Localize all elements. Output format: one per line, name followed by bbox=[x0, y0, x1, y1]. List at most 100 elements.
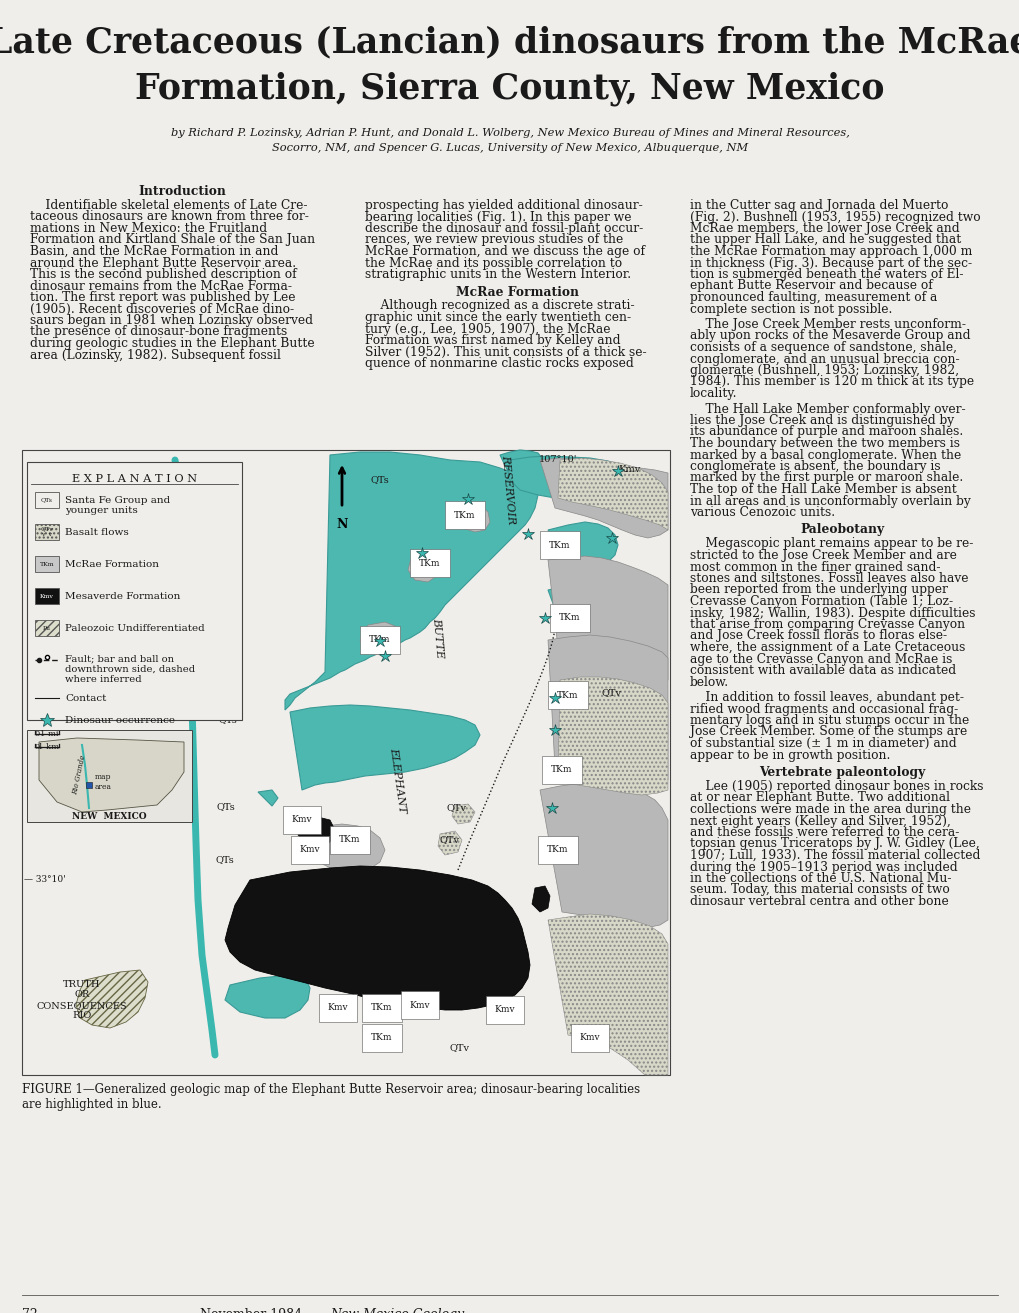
Text: The Jose Creek Member rests unconform-: The Jose Creek Member rests unconform- bbox=[689, 318, 965, 331]
Text: locality.: locality. bbox=[689, 387, 737, 400]
Text: Pu: Pu bbox=[43, 625, 51, 630]
Text: Silver (1952). This unit consists of a thick se-: Silver (1952). This unit consists of a t… bbox=[365, 345, 646, 358]
Text: mations in New Mexico: the Fruitland: mations in New Mexico: the Fruitland bbox=[30, 222, 267, 235]
Polygon shape bbox=[298, 817, 334, 848]
Text: QTv: QTv bbox=[601, 688, 622, 697]
Text: in all areas and is unconformably overlain by: in all areas and is unconformably overla… bbox=[689, 495, 970, 508]
Polygon shape bbox=[451, 804, 475, 825]
Polygon shape bbox=[557, 458, 667, 530]
Text: conglomerate, and an unusual breccia con-: conglomerate, and an unusual breccia con… bbox=[689, 352, 959, 365]
Text: ably upon rocks of the Mesaverde Group and: ably upon rocks of the Mesaverde Group a… bbox=[689, 330, 969, 343]
Text: describe the dinosaur and fossil-plant occur-: describe the dinosaur and fossil-plant o… bbox=[365, 222, 643, 235]
Text: QTv: QTv bbox=[446, 804, 467, 813]
Text: the upper Hall Lake, and he suggested that: the upper Hall Lake, and he suggested th… bbox=[689, 234, 960, 247]
Polygon shape bbox=[499, 450, 544, 490]
Text: dinosaur remains from the McRae Forma-: dinosaur remains from the McRae Forma- bbox=[30, 280, 291, 293]
Text: ephant Butte Reservoir and because of: ephant Butte Reservoir and because of bbox=[689, 280, 931, 293]
Text: This is the second published description of: This is the second published description… bbox=[30, 268, 297, 281]
Text: Introduction: Introduction bbox=[139, 185, 226, 198]
Polygon shape bbox=[557, 678, 667, 794]
Text: Fault; bar and ball on
downthrown side, dashed
where inferred: Fault; bar and ball on downthrown side, … bbox=[65, 654, 195, 684]
Text: in the Cutter sag and Jornada del Muerto: in the Cutter sag and Jornada del Muerto bbox=[689, 200, 948, 211]
Text: Late Cretaceous (Lancian) dinosaurs from the McRae: Late Cretaceous (Lancian) dinosaurs from… bbox=[0, 25, 1019, 59]
Text: tion is submerged beneath the waters of El-: tion is submerged beneath the waters of … bbox=[689, 268, 963, 281]
Text: the McRae and its possible correlation to: the McRae and its possible correlation t… bbox=[365, 256, 622, 269]
Text: November 1984: November 1984 bbox=[200, 1308, 302, 1313]
Text: Kmv: Kmv bbox=[291, 815, 312, 825]
Polygon shape bbox=[437, 831, 462, 855]
Text: Kmv: Kmv bbox=[327, 1003, 347, 1012]
Polygon shape bbox=[547, 914, 667, 1075]
Text: Paleozoic Undifferentiated: Paleozoic Undifferentiated bbox=[65, 624, 205, 633]
Text: — 33°10': — 33°10' bbox=[24, 876, 65, 885]
Text: seum. Today, this material consists of two: seum. Today, this material consists of t… bbox=[689, 884, 949, 897]
Text: QTv: QTv bbox=[449, 1044, 470, 1053]
Text: Kmv: Kmv bbox=[579, 1033, 600, 1043]
Text: Kmv: Kmv bbox=[494, 1006, 515, 1015]
Text: TKm: TKm bbox=[419, 558, 440, 567]
Polygon shape bbox=[408, 551, 441, 582]
Text: The top of the Hall Lake Member is absent: The top of the Hall Lake Member is absen… bbox=[689, 483, 956, 496]
Text: 1 km: 1 km bbox=[38, 743, 59, 751]
Polygon shape bbox=[39, 738, 183, 811]
Text: 1 mi: 1 mi bbox=[41, 730, 59, 738]
Bar bbox=[22, 450, 669, 1075]
Text: McRae Formation: McRae Formation bbox=[65, 561, 159, 569]
Text: mentary logs and in situ stumps occur in the: mentary logs and in situ stumps occur in… bbox=[689, 714, 968, 727]
Text: at or near Elephant Butte. Two additional: at or near Elephant Butte. Two additiona… bbox=[689, 792, 949, 805]
Text: taceous dinosaurs are known from three for-: taceous dinosaurs are known from three f… bbox=[30, 210, 309, 223]
Text: Dinosaur occurrence: Dinosaur occurrence bbox=[65, 716, 175, 725]
Text: graphic unit since the early twentieth cen-: graphic unit since the early twentieth c… bbox=[365, 311, 631, 324]
FancyBboxPatch shape bbox=[26, 462, 242, 720]
Text: 1907; Lull, 1933). The fossil material collected: 1907; Lull, 1933). The fossil material c… bbox=[689, 850, 979, 863]
Text: TKm: TKm bbox=[339, 835, 361, 844]
Text: tury (e.g., Lee, 1905, 1907), the McRae: tury (e.g., Lee, 1905, 1907), the McRae bbox=[365, 323, 610, 336]
Text: during geologic studies in the Elephant Butte: during geologic studies in the Elephant … bbox=[30, 337, 314, 351]
Text: pronounced faulting, measurement of a: pronounced faulting, measurement of a bbox=[689, 291, 936, 305]
Text: age to the Crevasse Canyon and McRae is: age to the Crevasse Canyon and McRae is bbox=[689, 653, 952, 666]
Text: where, the assignment of a Late Cretaceous: where, the assignment of a Late Cretaceo… bbox=[689, 641, 964, 654]
Text: 107°10': 107°10' bbox=[538, 456, 577, 463]
Bar bbox=[35, 620, 59, 635]
Text: in thickness (Fig. 3). Because part of the sec-: in thickness (Fig. 3). Because part of t… bbox=[689, 256, 971, 269]
Bar bbox=[35, 492, 59, 508]
Text: QTv
v  v: QTv v v bbox=[41, 527, 53, 537]
Text: New Mexico Geology: New Mexico Geology bbox=[330, 1308, 464, 1313]
Text: BUTTE: BUTTE bbox=[431, 617, 444, 659]
Text: Kmv: Kmv bbox=[410, 1001, 430, 1010]
Polygon shape bbox=[547, 555, 667, 688]
Polygon shape bbox=[289, 705, 480, 790]
Text: (Fig. 2). Bushnell (1953, 1955) recognized two: (Fig. 2). Bushnell (1953, 1955) recogniz… bbox=[689, 210, 979, 223]
Text: QTs: QTs bbox=[370, 475, 389, 484]
Text: E X P L A N A T I O N: E X P L A N A T I O N bbox=[72, 474, 197, 484]
Text: McRae Formation: McRae Formation bbox=[455, 285, 579, 298]
Text: Basin, and the McRae Formation in and: Basin, and the McRae Formation in and bbox=[30, 246, 278, 257]
Text: complete section is not possible.: complete section is not possible. bbox=[689, 302, 892, 315]
Text: Identifiable skeletal elements of Late Cre-: Identifiable skeletal elements of Late C… bbox=[30, 200, 307, 211]
Text: Basalt flows: Basalt flows bbox=[65, 528, 128, 537]
Bar bbox=[35, 588, 59, 604]
Text: stratigraphic units in the Western Interior.: stratigraphic units in the Western Inter… bbox=[365, 268, 631, 281]
Text: Formation was first named by Kelley and: Formation was first named by Kelley and bbox=[365, 334, 620, 347]
Text: marked by a basal conglomerate. When the: marked by a basal conglomerate. When the bbox=[689, 449, 960, 461]
Text: by Richard P. Lozinsky, Adrian P. Hunt, and Donald L. Wolberg, New Mexico Bureau: by Richard P. Lozinsky, Adrian P. Hunt, … bbox=[170, 127, 849, 138]
Text: and Jose Creek fossil floras to floras else-: and Jose Creek fossil floras to floras e… bbox=[689, 629, 947, 642]
Text: insky, 1982; Wallin, 1983). Despite difficulties: insky, 1982; Wallin, 1983). Despite diff… bbox=[689, 607, 974, 620]
Text: TKm: TKm bbox=[369, 635, 390, 645]
Text: prospecting has yielded additional dinosaur-: prospecting has yielded additional dinos… bbox=[365, 200, 642, 211]
Text: GRANDE: GRANDE bbox=[164, 754, 179, 797]
Text: the presence of dinosaur-bone fragments: the presence of dinosaur-bone fragments bbox=[30, 326, 287, 339]
Text: map
area: map area bbox=[95, 773, 112, 790]
Text: 0: 0 bbox=[35, 743, 40, 751]
Text: N: N bbox=[336, 519, 347, 530]
Text: TKm: TKm bbox=[550, 765, 573, 775]
Text: stricted to the Jose Creek Member and are: stricted to the Jose Creek Member and ar… bbox=[689, 549, 956, 562]
Text: around the Elephant Butte Reservoir area.: around the Elephant Butte Reservoir area… bbox=[30, 256, 296, 269]
Text: the McRae Formation may approach 1,000 m: the McRae Formation may approach 1,000 m bbox=[689, 246, 971, 257]
Text: RESERVOIR: RESERVOIR bbox=[499, 454, 516, 525]
Text: QTs: QTs bbox=[41, 498, 53, 503]
Text: dinosaur vertebral centra and other bone: dinosaur vertebral centra and other bone bbox=[689, 895, 948, 909]
Text: consistent with available data as indicated: consistent with available data as indica… bbox=[689, 664, 955, 678]
Text: TKm: TKm bbox=[556, 691, 578, 700]
Text: NEW  MEXICO: NEW MEXICO bbox=[72, 811, 147, 821]
